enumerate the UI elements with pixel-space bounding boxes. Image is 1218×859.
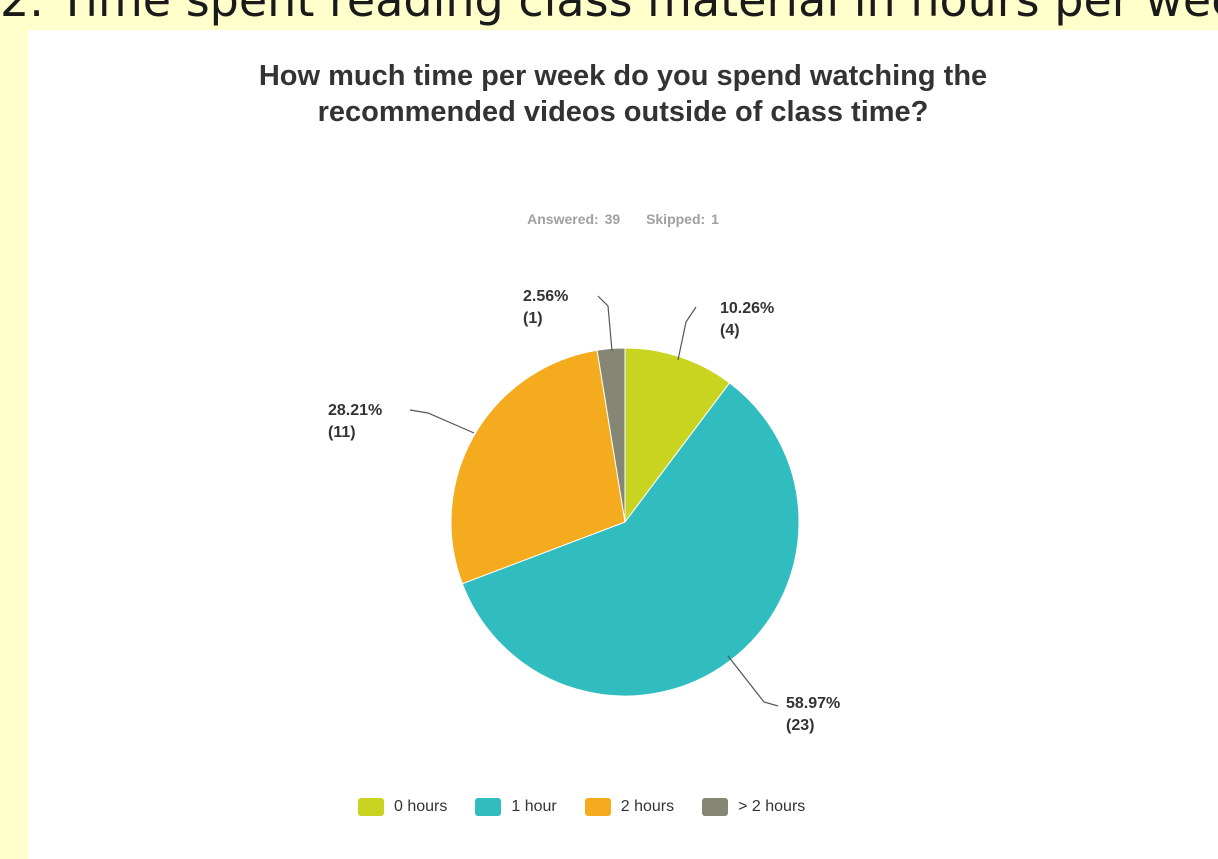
slice-count-label: (11) xyxy=(328,424,356,441)
chart-panel: How much time per week do you spend watc… xyxy=(28,30,1218,859)
legend-swatch xyxy=(475,798,502,816)
legend-swatch xyxy=(584,798,611,816)
slice-percent-label: 58.97% xyxy=(786,695,840,712)
legend-item-0-hours: 0 hours xyxy=(358,798,447,816)
pie-slice xyxy=(624,347,731,524)
label-leader-line xyxy=(409,409,475,434)
pie-chart: 10.26% (4) 58.97% (23) 28.21% (11) 2.56% (1) xyxy=(328,288,840,734)
legend-swatch xyxy=(702,798,729,816)
chart-title: How much time per week do you spend watc… xyxy=(258,60,988,128)
skipped-count: Skipped: 1 xyxy=(646,211,719,227)
legend-item-1-hour: 1 hour xyxy=(475,798,557,816)
slice-percent-label: 10.26% xyxy=(720,300,774,317)
legend-swatch xyxy=(358,798,384,816)
legend-label: 2 hours xyxy=(620,798,675,815)
slice-count-label: (1) xyxy=(523,310,543,327)
label-leader-line xyxy=(727,655,779,707)
legend-item-more-than-2-hours: > 2 hours xyxy=(702,798,805,816)
legend-label: 0 hours xyxy=(394,798,448,815)
legend-label: > 2 hours xyxy=(738,798,806,815)
chart-legend: 0 hours 1 hour 2 hours > 2 hours xyxy=(358,795,958,819)
response-summary: Answered: 39 Skipped: 1 xyxy=(428,211,818,227)
legend-label: 1 hour xyxy=(511,798,557,815)
pie-slice xyxy=(596,347,626,523)
slice-count-label: (23) xyxy=(786,717,814,734)
legend-item-2-hours: 2 hours xyxy=(584,798,675,816)
slide-heading: 2. Time spent reading class material in … xyxy=(0,0,1218,27)
pie-slice xyxy=(461,382,800,697)
label-leader-line xyxy=(597,295,613,352)
slice-percent-label: 2.56% xyxy=(523,288,568,305)
slice-percent-label: 28.21% xyxy=(328,402,382,419)
pie-slice xyxy=(450,349,626,585)
slice-count-label: (4) xyxy=(720,322,740,339)
label-leader-line xyxy=(677,306,697,361)
answered-count: Answered: 39 xyxy=(527,211,621,227)
